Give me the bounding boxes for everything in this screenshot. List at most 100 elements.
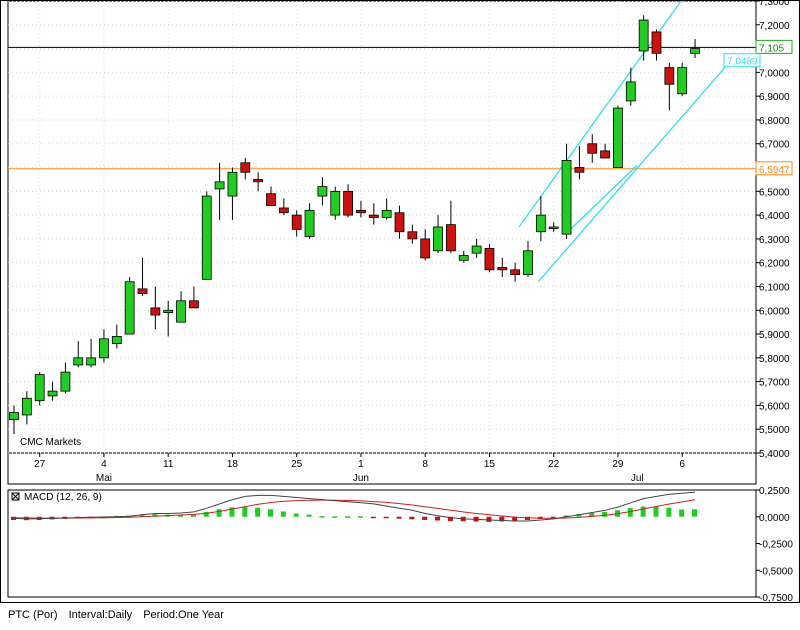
macd-histogram-bar xyxy=(178,514,184,517)
candle-body xyxy=(420,238,431,259)
candle-body xyxy=(291,214,302,230)
channel-tag-lower xyxy=(723,53,761,68)
time-tick-label: 11 xyxy=(163,459,174,470)
candle-body xyxy=(34,374,45,402)
candle-body xyxy=(356,209,366,214)
macd-histogram-bar xyxy=(692,509,698,517)
candle-body xyxy=(677,67,688,95)
candle-body xyxy=(690,48,700,54)
time-axis-frame xyxy=(7,452,757,485)
macd-histogram-bar xyxy=(576,513,582,517)
candle-body xyxy=(253,179,264,183)
macd-histogram-bar xyxy=(190,514,196,517)
price-tick-label: 5,9000 xyxy=(759,330,790,341)
candle-body xyxy=(73,357,84,366)
price-tick-label: 6,4000 xyxy=(759,211,790,222)
price-tick-label: 6,3000 xyxy=(759,235,790,246)
month-label: Jun xyxy=(353,473,369,484)
time-tick-label: 25 xyxy=(291,459,303,470)
symbol-label: PTC (Por) xyxy=(8,609,58,621)
candle-body xyxy=(343,190,354,216)
candle-body xyxy=(561,159,572,235)
price-panel: 5,4000 5,5000 5,6000 5,7000 5,8000 5,9000 6,00… xyxy=(0,0,800,603)
macd-histogram-bar xyxy=(602,511,608,517)
macd-panel: 0,2500 0,0000 -0,2500 -0,5000 -0,7500 MACD (1… xyxy=(7,486,793,604)
macd-histogram-bar xyxy=(203,511,209,517)
channel-line-lower xyxy=(537,60,732,283)
macd-histogram-bar xyxy=(383,516,389,519)
candle-body xyxy=(471,245,482,254)
candle-body xyxy=(330,190,341,216)
candle-body xyxy=(201,195,212,280)
candle-body xyxy=(587,143,598,154)
candle-body xyxy=(188,300,199,309)
level-label-resistance: 6,5947 xyxy=(759,165,790,176)
candle-body xyxy=(523,250,533,275)
candle-body xyxy=(163,309,174,314)
candle-body xyxy=(304,209,315,237)
macd-histogram-bar xyxy=(396,516,402,519)
candle-body xyxy=(510,269,521,275)
macd-histogram-bar xyxy=(152,514,158,517)
macd-histogram-bar xyxy=(11,516,16,520)
macd-histogram-bar xyxy=(357,516,363,518)
macd-collapse-icon-cross-b xyxy=(11,492,20,501)
macd-tick-label: -0,7500 xyxy=(759,593,793,604)
time-tick-label: 22 xyxy=(548,459,560,470)
candle-body xyxy=(381,209,392,218)
candle-body xyxy=(368,214,379,218)
macd-histogram-bar xyxy=(653,506,659,517)
chart-footer: PTC (Por) Interval:Daily Period:One Year xyxy=(8,609,232,621)
macd-histogram-bar xyxy=(345,516,351,518)
macd-histogram-bar xyxy=(640,506,646,517)
candle-body xyxy=(625,81,636,102)
candle-body xyxy=(214,181,225,190)
macd-histogram-bar xyxy=(679,509,685,517)
candle-body xyxy=(60,371,71,392)
macd-histogram-bar xyxy=(306,514,312,517)
candle-body xyxy=(407,231,418,240)
interval-label: Interval:Daily xyxy=(68,609,133,621)
candle-body xyxy=(458,255,469,261)
time-tick-label: 8 xyxy=(422,459,428,470)
price-tick-label: 6,8000 xyxy=(759,116,790,127)
period-label: Period:One Year xyxy=(143,609,224,621)
macd-histogram-bar xyxy=(499,516,505,522)
candle-body xyxy=(638,19,649,52)
candle-body xyxy=(445,224,456,252)
macd-tick-label: 0,2500 xyxy=(759,486,790,497)
macd-histogram-bar xyxy=(319,516,325,518)
macd-histogram-bar xyxy=(512,516,518,521)
price-tick-label: 6,7000 xyxy=(759,140,790,151)
candle-body xyxy=(574,167,585,173)
macd-signal-line xyxy=(13,499,696,519)
macd-histogram-bar xyxy=(563,515,569,517)
price-tick-label: 5,5000 xyxy=(759,425,790,436)
candle-body xyxy=(664,67,675,85)
time-tick-label: 15 xyxy=(484,459,496,470)
time-tick-label: 29 xyxy=(612,459,624,470)
time-tick-label: 4 xyxy=(101,459,107,470)
time-tick-label: 6 xyxy=(679,459,685,470)
time-tick-label: 18 xyxy=(227,459,239,470)
candle-body xyxy=(278,207,289,214)
macd-histogram-bar xyxy=(666,507,672,517)
macd-histogram-bar xyxy=(627,508,633,517)
candle-body xyxy=(548,226,559,229)
macd-title: MACD (12, 26, 9) xyxy=(24,492,102,503)
macd-histogram-bar xyxy=(216,509,222,517)
macd-histogram-bar xyxy=(435,516,441,521)
candle-body xyxy=(176,300,186,323)
month-label: Mai xyxy=(96,473,112,484)
price-tick-label: 6,5000 xyxy=(759,187,790,198)
price-plot-frame xyxy=(7,0,757,454)
level-label-last-price: 7,105 xyxy=(759,43,784,54)
candle-body xyxy=(433,226,443,252)
candle-body xyxy=(21,397,32,416)
candle-body xyxy=(137,288,148,295)
candle-body xyxy=(535,214,546,233)
candle-body xyxy=(266,193,276,206)
macd-tick-label: 0,0000 xyxy=(759,513,790,524)
